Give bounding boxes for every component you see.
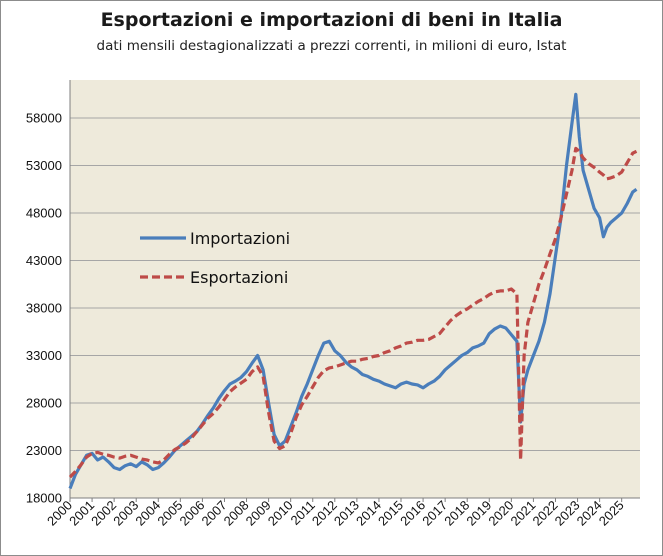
- y-axis-ticks: 18000 23000 28000 33000 38000 43000 48000 53000…: [26, 111, 62, 506]
- legend: Importazioni Esportazioni: [140, 229, 290, 287]
- y-tick-23000: 23000: [26, 443, 62, 458]
- y-tick-48000: 48000: [26, 206, 62, 221]
- y-tick-38000: 38000: [26, 301, 62, 316]
- series-line-esportazioni: [68, 146, 638, 479]
- gridlines: [70, 117, 640, 451]
- y-tick-33000: 33000: [26, 348, 62, 363]
- plot-area: [70, 80, 640, 498]
- chart-title: Esportazioni e importazioni di beni in I…: [100, 9, 563, 31]
- axes: [69, 80, 640, 499]
- x-axis-ticks: 2000200120022003200420052006200720082009…: [44, 498, 627, 529]
- y-tick-53000: 53000: [26, 158, 62, 173]
- series-line-importazioni: [68, 92, 638, 490]
- legend-label-importazioni: Importazioni: [190, 229, 290, 248]
- y-tick-28000: 28000: [26, 396, 62, 411]
- x-tick-2025: 2025: [596, 498, 627, 529]
- y-tick-58000: 58000: [26, 111, 62, 126]
- y-tick-43000: 43000: [26, 253, 62, 268]
- legend-label-esportazioni: Esportazioni: [190, 268, 288, 287]
- y-tick-18000: 18000: [26, 491, 62, 506]
- chart-subtitle: dati mensili destagionalizzati a prezzi …: [96, 38, 567, 54]
- series-lines: [68, 92, 638, 490]
